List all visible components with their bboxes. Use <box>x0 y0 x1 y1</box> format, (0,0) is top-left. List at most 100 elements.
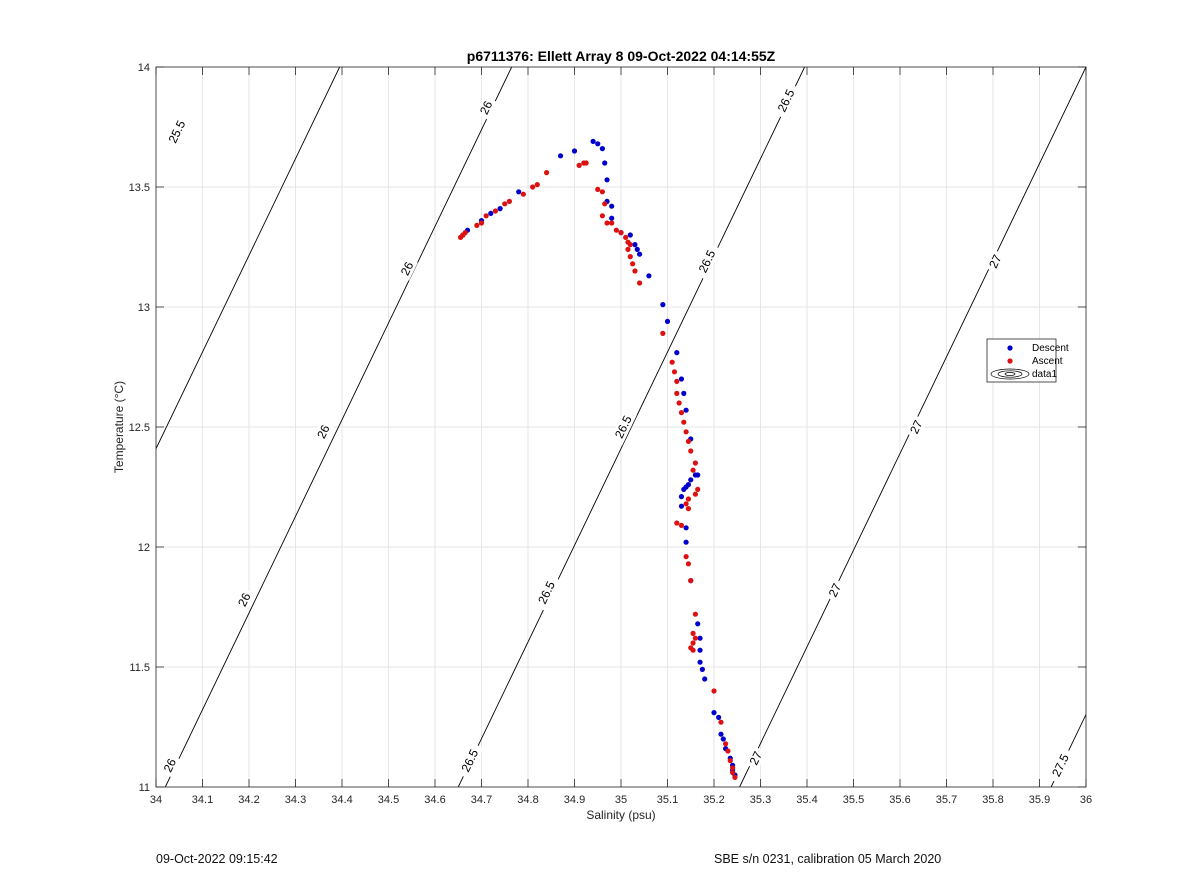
x-tick-label: 36 <box>1080 794 1092 806</box>
x-tick-label: 35.7 <box>936 794 957 806</box>
point-descent <box>702 676 708 682</box>
point-ascent <box>690 630 696 637</box>
point-descent <box>697 647 703 653</box>
x-tick-label: 35.6 <box>889 794 910 806</box>
point-ascent <box>623 234 629 240</box>
density-contour-label: 27 <box>984 249 1006 274</box>
point-ascent <box>725 748 731 754</box>
point-descent <box>699 666 705 673</box>
x-axis-ticks: 34 34.1 34.2 34.3 34.4 34.5 34.6 34.7 34.8 34.9 35… <box>150 67 1092 806</box>
point-descent <box>681 486 687 492</box>
footer-timestamp: 09-Oct-2022 09:15:42 <box>156 852 278 866</box>
point-ascent <box>685 438 692 444</box>
point-ascent <box>730 770 736 776</box>
x-axis-label: Salinity (psu) <box>586 808 655 822</box>
contour-label-bg <box>609 408 638 446</box>
y-tick-label: 12 <box>138 542 150 554</box>
point-descent <box>604 177 610 183</box>
y-tick-label: 11.5 <box>129 662 150 674</box>
point-ascent <box>478 220 485 226</box>
x-tick-label: 35.5 <box>843 794 864 806</box>
contour-label-bg <box>1046 747 1075 784</box>
legend-descent-marker <box>1007 345 1013 351</box>
point-ascent <box>692 491 699 497</box>
contour-label-bg <box>396 256 418 281</box>
density-contour-labels: 25.5262626262626.526.526.526.526.5272727… <box>159 82 1075 784</box>
point-ascent <box>674 390 680 396</box>
point-ascent <box>692 611 699 617</box>
legend-ascent-marker <box>1007 358 1013 364</box>
point-ascent <box>599 189 606 195</box>
point-ascent <box>595 186 601 192</box>
point-ascent <box>732 774 738 781</box>
point-ascent <box>599 213 606 219</box>
point-ascent <box>692 635 699 641</box>
y-tick-label: 13 <box>138 302 150 314</box>
density-contour-label: 26.5 <box>693 243 721 280</box>
contour-label-text: 27 <box>747 749 766 767</box>
point-descent <box>674 350 680 356</box>
point-descent <box>664 318 671 324</box>
point-descent <box>609 215 615 221</box>
density-contour-label: 25.5 <box>163 113 191 151</box>
point-descent <box>627 232 633 238</box>
point-descent <box>634 246 640 252</box>
point-ascent <box>492 208 499 214</box>
point-ascent <box>637 280 643 286</box>
y-tick-label: 12.5 <box>129 422 150 434</box>
contour-label-text: 26 <box>398 259 417 277</box>
point-ascent <box>685 506 692 512</box>
contour-label-bg <box>159 753 181 778</box>
point-ascent <box>604 220 610 226</box>
contour-label-bg <box>905 414 927 440</box>
point-ascent <box>711 688 717 694</box>
point-descent <box>720 736 726 742</box>
density-contour-label: 26 <box>475 95 497 120</box>
point-ascent <box>625 246 631 252</box>
y-axis-ticks: 11 11.5 12 12.5 13 13.5 14 <box>129 62 1086 794</box>
x-tick-label: 34.3 <box>285 794 306 806</box>
contour-label-text: 27 <box>986 252 1005 270</box>
point-ascent <box>718 719 724 725</box>
density-contour-line <box>164 67 513 787</box>
point-ascent <box>630 261 636 267</box>
density-contour-label: 26 <box>159 753 181 778</box>
point-descent <box>557 153 564 159</box>
point-ascent <box>690 467 696 473</box>
point-descent <box>716 714 722 721</box>
point-ascent <box>544 170 550 176</box>
point-ascent <box>671 369 678 375</box>
y-axis-label: Temperature (°C) <box>112 381 126 473</box>
contour-label-bg <box>824 578 846 603</box>
point-descent <box>695 472 701 478</box>
point-descent <box>646 273 652 279</box>
point-descent <box>488 210 494 216</box>
point-descent <box>718 731 724 737</box>
point-ascent <box>627 242 633 248</box>
point-descent <box>683 539 689 545</box>
point-descent <box>678 503 685 509</box>
legend[interactable]: Descent Ascent data1 <box>986 338 1069 383</box>
x-tick-label: 34.2 <box>238 794 259 806</box>
density-contour-line <box>156 67 341 450</box>
point-ascent <box>534 182 540 188</box>
density-contour-label: 26 <box>396 256 418 281</box>
point-ascent <box>678 410 685 416</box>
contour-label-bg <box>456 742 484 779</box>
point-descent <box>571 148 578 154</box>
point-descent <box>683 407 689 413</box>
point-descent <box>637 251 643 257</box>
point-descent <box>695 621 701 627</box>
data-points <box>457 138 738 781</box>
point-ascent <box>462 230 468 236</box>
chart-title: p6711376: Ellett Array 8 09-Oct-2022 04:… <box>467 48 776 64</box>
x-tick-label: 35.8 <box>982 794 1003 806</box>
contour-label-bg <box>984 249 1006 274</box>
x-tick-label: 35.3 <box>750 794 771 806</box>
x-tick-label: 34.4 <box>331 794 352 806</box>
point-ascent <box>613 227 619 233</box>
point-descent <box>497 206 503 212</box>
contour-label-text: 26 <box>235 590 254 608</box>
x-tick-label: 35.9 <box>1029 794 1050 806</box>
point-ascent <box>474 222 480 228</box>
